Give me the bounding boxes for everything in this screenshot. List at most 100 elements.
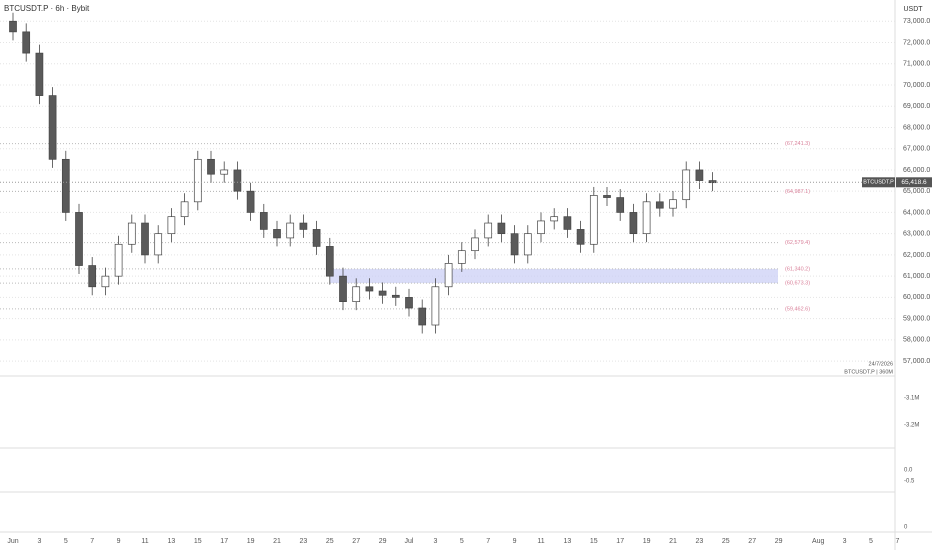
x-tick-label: 15 (194, 538, 202, 545)
x-tick-label: 19 (247, 538, 255, 545)
x-tick-label: 5 (869, 538, 873, 545)
chart-title: BTCUSDT.P · 6h · Bybit (4, 4, 90, 13)
x-tick-label: 5 (460, 538, 464, 545)
candle-body (154, 233, 163, 256)
x-tick-label: 23 (696, 538, 704, 545)
level-label: (59,462.6) (785, 306, 810, 312)
x-tick-label: 11 (141, 538, 148, 545)
y-tick-label: 67,000.0 (903, 146, 930, 153)
y-tick-label: 71,000.0 (903, 61, 930, 68)
x-tick-label: 9 (117, 538, 121, 545)
candle-body (497, 222, 506, 235)
last-price-badge (896, 177, 932, 188)
candle-body (75, 212, 83, 266)
candle-body (391, 294, 400, 298)
indicator-label: 0.0 (904, 468, 913, 474)
candle-body (444, 263, 453, 288)
candle-body (510, 233, 519, 256)
x-tick-label: 7 (895, 538, 899, 545)
footer: BTCUSDT.P | 360M (844, 369, 893, 375)
x-tick-label: 13 (168, 538, 176, 545)
candle-body (550, 216, 559, 222)
candle-body (325, 246, 334, 277)
x-tick-label: 19 (643, 538, 651, 545)
candle-body (457, 250, 466, 264)
candle-body (563, 216, 572, 230)
candle-body (22, 31, 31, 54)
candle-body (193, 158, 202, 203)
x-tick-label: 13 (564, 538, 572, 545)
candle-body (273, 229, 281, 239)
candle-body (259, 212, 268, 230)
x-tick-label: 17 (616, 538, 624, 545)
x-tick-label: 25 (326, 538, 334, 545)
candle-body (352, 286, 361, 302)
x-tick-label: 29 (379, 538, 387, 545)
candle-body (431, 286, 440, 326)
candle-body (141, 222, 149, 256)
y-tick-label: 73,000.0 (903, 18, 930, 25)
x-tick-label: 5 (64, 538, 68, 545)
x-tick-label: 29 (775, 538, 783, 545)
candle-body (48, 95, 57, 160)
candle-body (537, 220, 545, 235)
x-tick-label: 3 (843, 538, 847, 545)
y-tick-label: 65,000.0 (903, 188, 930, 195)
x-tick-label: 21 (669, 538, 677, 545)
x-tick-label: 23 (300, 538, 308, 545)
y-tick-label: 72,000.0 (903, 39, 930, 46)
candle-body (471, 237, 479, 252)
candle-body (339, 275, 347, 302)
indicator-label: -0.5 (904, 479, 915, 485)
candle-body (629, 212, 638, 235)
y-tick-label: 66,000.0 (903, 167, 930, 174)
x-tick-label: 27 (748, 538, 756, 545)
level-label: (60,673.3) (785, 281, 810, 287)
y-tick-label: 59,000.0 (903, 315, 930, 322)
currency: USDT (903, 6, 923, 13)
x-tick-label: 11 (537, 538, 544, 545)
candle-body (167, 216, 176, 235)
candle-body (405, 297, 413, 309)
candle-body (655, 201, 664, 209)
level-label: (62,579.4) (785, 240, 810, 246)
y-tick-label: 62,000.0 (903, 252, 930, 259)
x-tick-label: Aug (812, 538, 825, 545)
y-tick-label: 60,000.0 (903, 294, 930, 301)
y-tick-label: 64,000.0 (903, 209, 930, 216)
candle-body (35, 52, 44, 96)
support-zone (329, 268, 778, 284)
y-tick-label: 57,000.0 (903, 358, 930, 365)
x-tick-label: 3 (37, 538, 41, 545)
x-tick-label: 3 (433, 538, 437, 545)
candle-body (299, 222, 308, 230)
candle-body (682, 169, 691, 201)
x-tick-label: 27 (352, 538, 360, 545)
level-label: (64,987.1) (785, 189, 810, 195)
x-tick-label: 7 (486, 538, 490, 545)
level-label: (61,340.2) (785, 266, 810, 272)
candle-body (286, 222, 295, 239)
x-tick-label: Jun (7, 538, 18, 545)
indicator-label: 0 (904, 525, 908, 531)
x-tick-label: Jul (405, 538, 414, 545)
candle-body (378, 290, 387, 296)
candle-body (642, 201, 651, 235)
candle-body (365, 286, 374, 292)
candle-body (180, 201, 189, 218)
y-tick-label: 61,000.0 (903, 273, 930, 280)
candle-body (61, 158, 70, 213)
symbol-label: BTCUSDT.P (863, 180, 894, 186)
candle-body (695, 169, 704, 181)
y-tick-label: 58,000.0 (903, 337, 930, 344)
x-tick-label: 9 (513, 538, 517, 545)
candle-body (589, 195, 598, 245)
candle-body (669, 199, 677, 209)
candle-body (88, 265, 97, 288)
y-tick-label: 63,000.0 (903, 231, 930, 238)
candle-body (484, 222, 493, 239)
candle-body (708, 180, 717, 184)
candle-body (312, 229, 321, 247)
candle-body (576, 229, 585, 245)
